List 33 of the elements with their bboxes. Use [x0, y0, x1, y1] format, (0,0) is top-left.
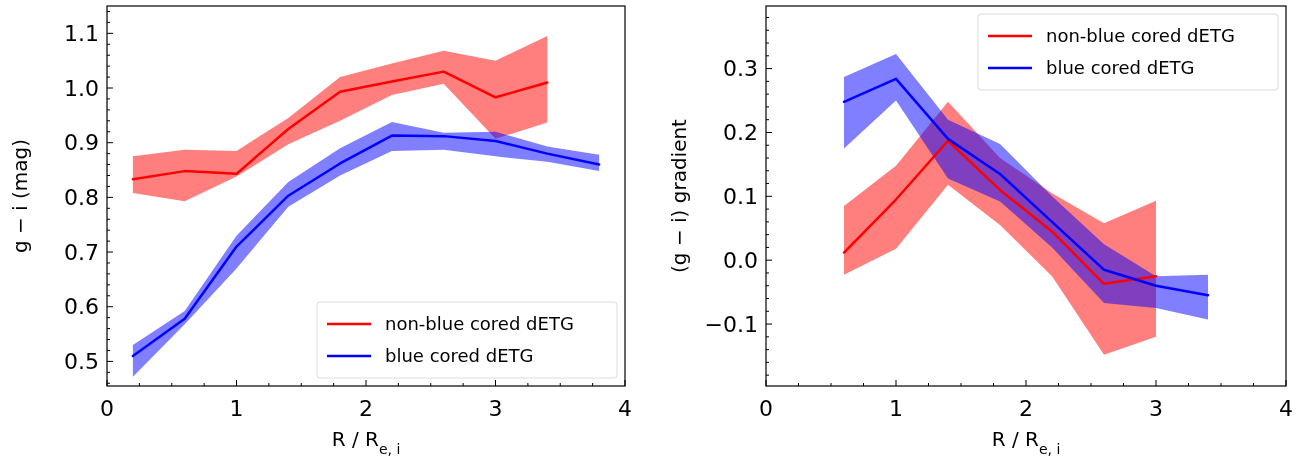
y-tick-label: 0.9 [64, 130, 99, 156]
x-tick-label: 2 [1019, 396, 1033, 421]
legend-label: blue cored dETG [1046, 57, 1195, 79]
y-axis-title: g − i (mag) [8, 138, 32, 254]
x-tick-label: 3 [488, 396, 503, 421]
x-tick-label: 1 [889, 396, 903, 421]
legend-label: blue cored dETG [385, 345, 534, 367]
y-tick-label: 0.5 [64, 349, 99, 375]
x-tick-label: 0 [759, 396, 773, 421]
legend-label: non-blue cored dETG [1046, 25, 1235, 47]
x-tick-label: 2 [359, 396, 373, 421]
line-series [842, 77, 1210, 297]
x-tick-label: 3 [1149, 396, 1163, 421]
line-series [131, 70, 549, 181]
y-tick-label: 0.7 [64, 239, 99, 265]
line-series [842, 139, 1158, 286]
y-tick-label: 0.8 [64, 185, 99, 211]
legend-label: non-blue cored dETG [385, 313, 574, 335]
y-tick-label: 1.1 [64, 21, 99, 47]
y-tick-label: 0.6 [64, 294, 99, 320]
y-tick-label: 0.1 [723, 184, 758, 210]
y-tick-label: −0.1 [704, 311, 758, 337]
y-tick-label: 0.0 [723, 247, 758, 273]
y-axis-title: (g − i) gradient [667, 118, 691, 273]
x-axis-title: R / R$_{e, i}$ [991, 427, 1061, 457]
y-tick-label: 1.0 [64, 75, 99, 101]
x-tick-label: 0 [100, 396, 114, 421]
y-tick-label: 0.3 [723, 56, 758, 82]
y-tick-label: 0.2 [723, 120, 758, 146]
x-tick-label: 4 [1279, 396, 1293, 421]
x-tick-label: 1 [229, 396, 244, 421]
x-axis-title: R / R$_{e, i}$ [331, 427, 401, 457]
x-tick-label: 4 [618, 396, 632, 421]
